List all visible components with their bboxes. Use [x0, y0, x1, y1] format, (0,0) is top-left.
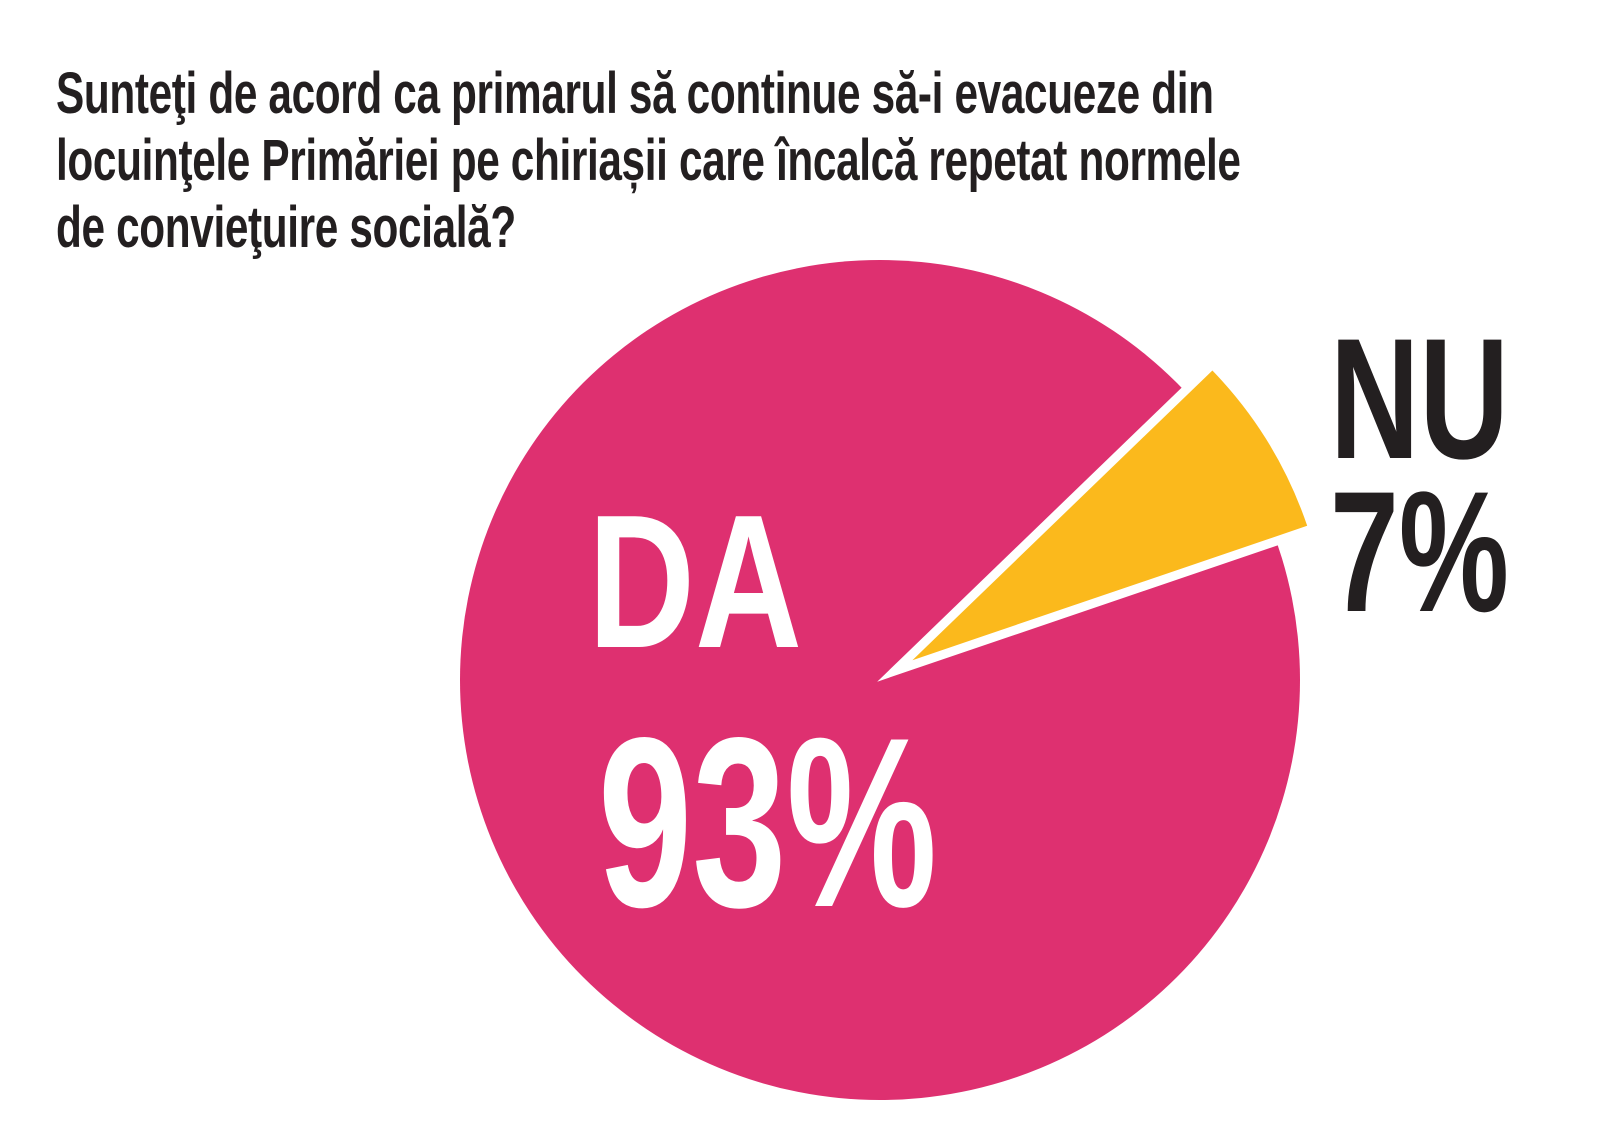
pie-slice-nu: [877, 357, 1319, 682]
nu-label: NU: [1330, 303, 1509, 495]
question-line-2: locuinţele Primăriei pe chiriașii care î…: [56, 128, 1241, 193]
question-line-3: de convieţuire socială?: [56, 195, 516, 260]
da-label: DA: [588, 476, 803, 688]
question-title: Sunteţi de acord ca primarul să continue…: [56, 60, 1516, 261]
question-line-1: Sunteţi de acord ca primarul să continue…: [56, 61, 1214, 126]
da-percentage: 93%: [598, 688, 938, 958]
nu-percentage: 7%: [1330, 456, 1509, 648]
nu-label-block: NU 7%: [1330, 303, 1509, 648]
